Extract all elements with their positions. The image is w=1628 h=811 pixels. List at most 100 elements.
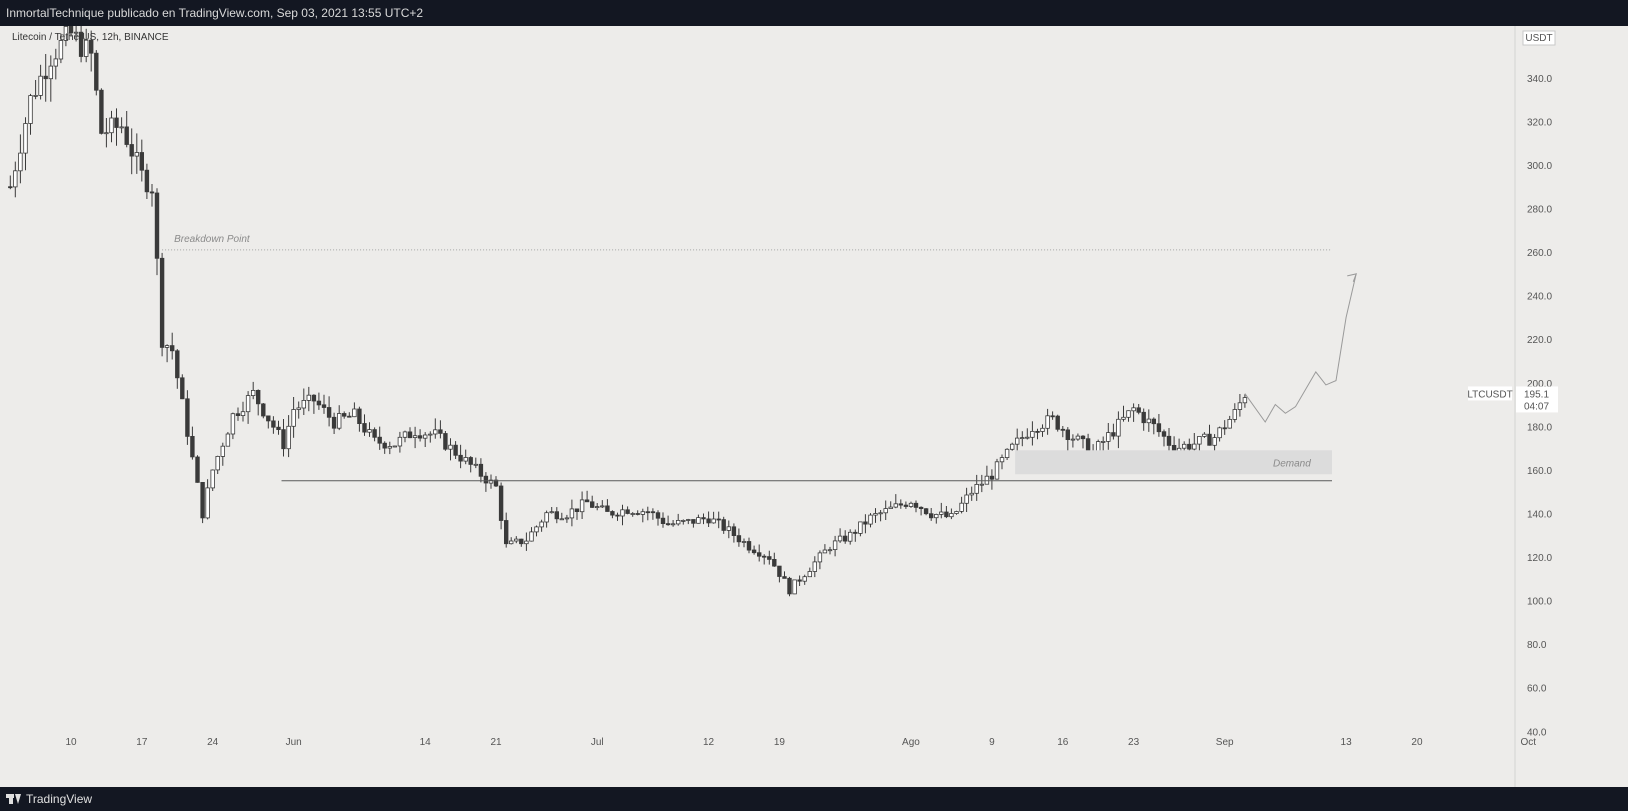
chart-area[interactable]: Breakdown Point Demand 340.0 320.0 300.0 28… [0,26,1628,787]
candle-up [908,502,914,507]
candle-down [190,435,195,458]
tradingview-logo[interactable]: TradingView [6,792,92,806]
candle-up [210,469,215,489]
candle-up [893,503,898,508]
candle-up [711,518,716,524]
time-tick-label: 23 [1128,737,1140,748]
candle-down [757,552,762,557]
candle-up [463,457,468,462]
candle-down [149,191,155,194]
ticker-badge: LTCUSDT [1467,389,1512,400]
price-tick-label: 80.0 [1527,640,1547,651]
candles-layer [8,26,1248,597]
candle-down [1050,415,1055,418]
candle-down [341,413,347,417]
candle-up [600,505,605,508]
candle-down [519,538,524,545]
candle-up [559,518,564,521]
candle-up [974,483,979,494]
candle-down [615,514,620,517]
candle-up [1232,409,1237,420]
time-tick-label: 17 [136,737,148,748]
candle-down [944,511,949,518]
candle-down [762,555,767,558]
bar-countdown: 04:07 [1524,401,1549,412]
candle-down [655,512,661,519]
candle-up [488,479,494,484]
candle-up [296,407,301,410]
candle-up [529,531,534,542]
candle-up [726,526,731,531]
candle-down [716,518,721,521]
candle-up [1217,427,1222,439]
time-tick-label: 12 [703,737,715,748]
candle-down [498,485,504,521]
candle-up [84,39,89,57]
candle-down [261,403,266,417]
candle-up [1075,435,1081,440]
candle-up [792,579,797,595]
demand-zone [1015,450,1332,475]
candle-up [822,549,828,554]
candle-up [676,519,681,525]
candle-up [579,499,585,513]
symbol-legend[interactable]: Litecoin / TetherUS, 12h, BINANCE [12,32,169,43]
candle-up [412,435,418,439]
candle-up [979,483,984,486]
candle-down [1222,427,1227,430]
price-tick-label: 60.0 [1527,684,1547,695]
candle-up [807,571,812,578]
candle-down [913,502,919,508]
candle-down [736,535,742,543]
candle-down [1166,435,1172,446]
candle-down [1207,433,1212,446]
candle-up [934,513,939,519]
candle-up [53,58,58,67]
candle-up [433,429,438,435]
candle-up [1015,437,1020,445]
candle-up [473,463,478,466]
candle-up [1045,415,1050,429]
candle-up [28,95,33,124]
price-tick-label: 160.0 [1527,466,1552,477]
candle-up [696,517,701,524]
candle-down [321,404,327,408]
candle-up [1030,430,1035,438]
time-tick-label: Ago [902,737,920,748]
time-tick-label: 20 [1411,737,1423,748]
publisher-bar: InmortalTechnique publicado en TradingVi… [0,0,1628,26]
candle-up [508,540,514,545]
candle-down [665,523,671,526]
candle-up [73,31,79,34]
candle-down [453,444,458,456]
candle-up [230,413,236,435]
candle-up [205,487,210,519]
candle-down [635,513,640,515]
candle-up [848,531,853,542]
candle-down [114,117,119,128]
candle-down [483,475,489,484]
candle-down [281,429,286,450]
candle-up [58,40,64,60]
candle-down [377,436,382,444]
price-tick-label: 280.0 [1527,204,1552,215]
candle-up [387,446,392,449]
ticker-badge-bg [1468,386,1512,401]
candle-down [1187,443,1192,450]
candle-up [352,408,357,418]
candle-down [94,52,99,91]
published-info: InmortalTechnique publicado en TradingVi… [6,6,424,20]
last-price: 195.1 [1524,389,1549,400]
candle-up [534,526,539,533]
time-tick-label: Jul [591,737,604,748]
time-axis-ticks: 10 17 24 Jun 14 21 Jul 12 19 Ago 9 16 23 Sep 13 20 Oct [65,737,1536,748]
footer-bar: TradingView [0,787,1628,811]
candle-up [630,513,635,515]
candle-up [448,444,453,450]
candle-down [843,535,848,542]
breakdown-label: Breakdown Point [174,234,251,245]
candle-up [1242,397,1248,404]
price-chart[interactable]: Breakdown Point Demand 340.0 320.0 300.0 28… [0,26,1628,787]
candle-down [746,541,752,551]
candle-down [144,169,150,193]
